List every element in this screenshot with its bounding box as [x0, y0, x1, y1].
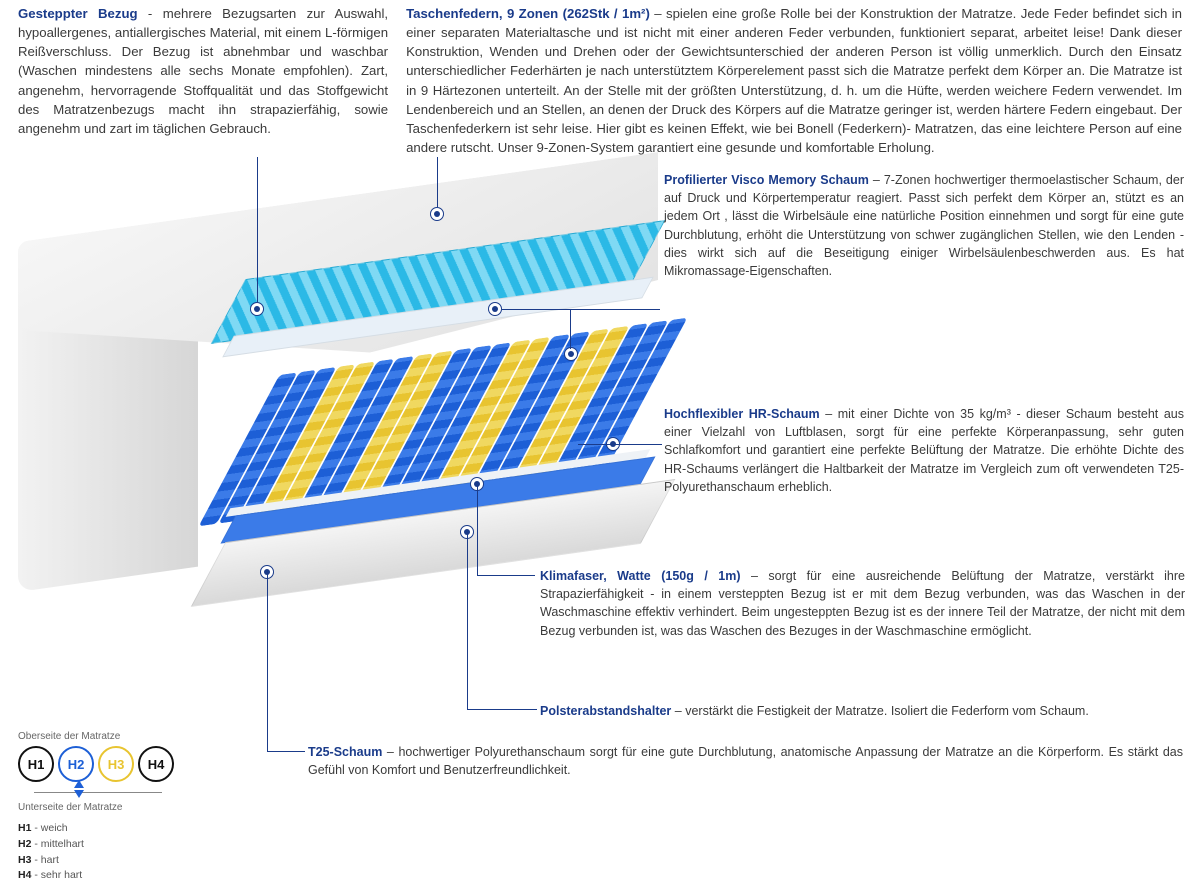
callout-t25: T25-Schaum – hochwertiger Polyurethansch…	[308, 743, 1183, 779]
callout-polster: Polsterabstandshalter – verstärkt die Fe…	[540, 702, 1185, 720]
hardness-circle: H2	[58, 746, 94, 782]
legend-arrows-icon	[18, 786, 178, 800]
callout-visco: Profilierter Visco Memory Schaum – 7-Zon…	[664, 171, 1184, 280]
hardness-item: H3 - hart	[18, 853, 178, 869]
legend-top-label: Oberseite der Matratze	[18, 731, 178, 742]
springs-body: spielen eine große Rolle bei der Konstru…	[406, 6, 1182, 155]
section-springs: Taschenfedern, 9 Zonen (262Stk / 1m²) – …	[406, 4, 1182, 157]
springs-sep: –	[650, 6, 666, 21]
hardness-item: H2 - mittelhart	[18, 837, 178, 853]
hardness-legend: Oberseite der Matratze H1H2H3H4 Untersei…	[18, 731, 178, 884]
hardness-circle: H1	[18, 746, 54, 782]
hardness-circle: H3	[98, 746, 134, 782]
callout-hr: Hochflexibler HR-Schaum – mit einer Dich…	[664, 405, 1184, 496]
cover-body: mehrere Bezugsarten zur Auswahl, hypoall…	[18, 6, 388, 136]
hardness-circle: H4	[138, 746, 174, 782]
hardness-item: H1 - weich	[18, 821, 178, 837]
legend-list: H1 - weichH2 - mittelhartH3 - hartH4 - s…	[18, 821, 178, 884]
cover-title: Gesteppter Bezug	[18, 6, 138, 21]
cover-sep: -	[138, 6, 163, 21]
hardness-item: H4 - sehr hart	[18, 868, 178, 884]
section-cover: Gesteppter Bezug - mehrere Bezugsarten z…	[18, 4, 388, 157]
springs-title: Taschenfedern, 9 Zonen (262Stk / 1m²)	[406, 6, 650, 21]
legend-bottom-label: Unterseite der Matratze	[18, 802, 178, 813]
diagram-area: Profilierter Visco Memory Schaum – 7-Zon…	[0, 157, 1200, 657]
callout-klima: Klimafaser, Watte (150g / 1m) – sorgt fü…	[540, 567, 1185, 640]
